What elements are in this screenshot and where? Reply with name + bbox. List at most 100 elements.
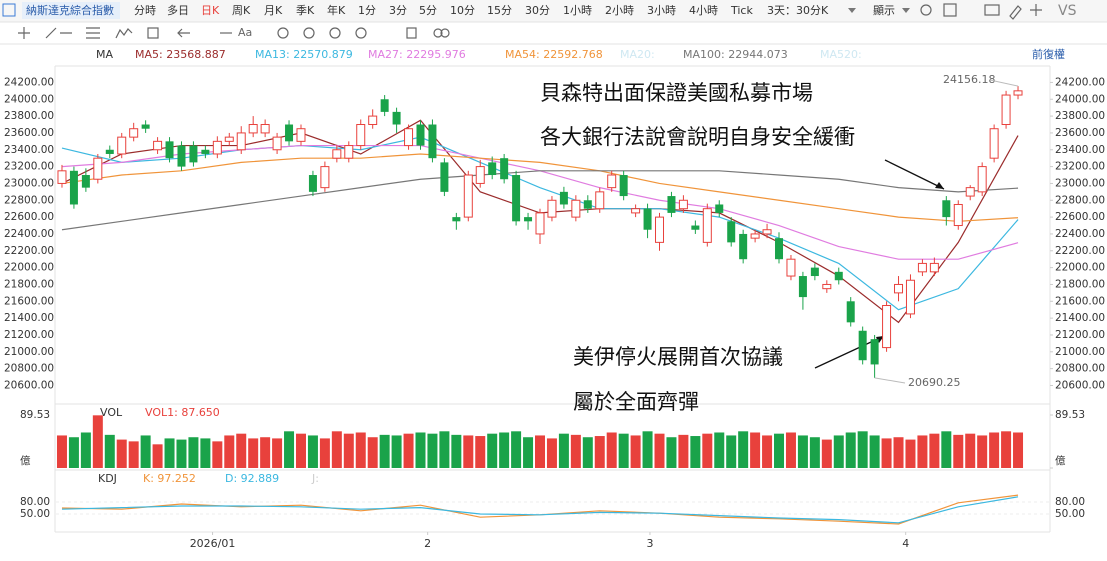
tool-wave[interactable] [115,28,133,39]
y-tick-label: 80.00 [1055,496,1085,508]
symbol-icon[interactable] [2,3,16,17]
candle-body [105,149,114,154]
drawing-tools[interactable] [18,3,1042,39]
candle-body [989,128,999,159]
y-tick-label: 23000.00 [1055,177,1105,189]
tool-link[interactable] [433,28,443,38]
interval-tab[interactable]: 多日 [167,3,189,17]
candle-body [691,225,700,230]
interval-tab[interactable]: 30分 [525,4,550,17]
interval-tab[interactable]: 1小時 [563,4,592,17]
tool-lock[interactable] [303,27,315,39]
volume-bar [224,435,235,468]
interval-tab[interactable]: 4小時 [689,4,718,17]
text-tool[interactable]: Aa [238,26,252,39]
interval-tab[interactable]: 年K [327,3,346,17]
candle-body [165,141,174,159]
tool-circle[interactable] [277,27,289,39]
candle-body [905,279,915,315]
interval-tab[interactable]: 3天：30分K [767,4,829,17]
display-menu[interactable]: 顯示 [873,4,895,17]
toolbar [0,0,1107,22]
candle-body [141,124,150,129]
volume-bar [80,432,91,468]
volume-bar [272,438,283,468]
adjust-mode[interactable]: 前復權 [1032,47,1065,61]
volume-bar [869,435,880,468]
y-tick-label: 22200.00 [4,245,54,257]
interval-tab[interactable]: 3小時 [647,4,676,17]
volume-bar [367,437,378,468]
volume-bar [319,438,330,468]
interval-tab[interactable]: 10分 [450,4,475,17]
candle-body [320,166,330,189]
y-tick-label: 24000.00 [4,93,54,105]
candle-body [798,276,807,298]
ma-line [61,170,1019,231]
volume-bar [487,433,498,468]
volume-bar [104,434,115,468]
tool-hide[interactable] [355,27,367,39]
volume-name: VOL [100,406,123,419]
volume-bar [881,438,892,468]
candle-body [524,217,533,222]
interval-tab[interactable]: Tick [730,4,753,17]
y-tick-label: 21400.00 [1055,312,1105,324]
tool-channel[interactable] [86,27,100,39]
candle-body [929,262,939,273]
interval-tab[interactable]: 季K [296,4,315,17]
interval-tab[interactable]: 15分 [487,4,512,17]
interval-tab[interactable]: 5分 [419,4,437,17]
interval-tab[interactable]: 周K [232,4,251,17]
volume-bar [750,432,761,468]
tool-line[interactable] [45,27,72,39]
volume-bar [511,431,522,468]
volume-bar [499,432,510,468]
y-tick-label: 21400.00 [4,312,54,324]
y-tick-label: 22800.00 [1055,194,1105,206]
symbol[interactable]: 納斯達克綜合指數 [26,3,114,17]
kdj-line [61,496,1019,524]
camera-icon[interactable] [984,4,1000,16]
volume-bar [307,435,318,468]
tool-link[interactable] [440,28,450,38]
annotation: 美伊停火展開首次協議 [573,345,783,369]
tool-move[interactable] [18,27,30,39]
interval-tab[interactable]: 3分 [389,4,407,17]
volume-bar [929,433,940,468]
symbol-chip[interactable] [22,2,120,19]
tool-delete[interactable] [406,27,417,39]
y-tick-label: 21800.00 [4,278,54,290]
interval-tab[interactable]: 日K [201,4,220,17]
legend-entry: MA27: 22295.976 [368,48,466,61]
tool-eye[interactable] [329,27,341,39]
candle-body [643,208,652,230]
candle-body [332,149,342,159]
settings-icon[interactable] [920,4,932,16]
tool-arrow[interactable] [177,28,190,38]
expand-icon[interactable] [1030,4,1042,16]
candle-body [296,128,306,142]
y-tick-label: 23800.00 [4,110,54,122]
interval-tab[interactable]: 1分 [358,4,376,17]
candle-body [571,199,581,218]
volume-bar [391,435,402,468]
volume-bar [774,433,785,468]
interval-tab[interactable]: 2小時 [605,4,634,17]
candle-body [678,199,688,210]
compare[interactable]: VS [1058,3,1077,19]
candle-body [619,175,628,197]
layout-icon[interactable] [943,3,957,17]
volume-bar [284,431,295,468]
pen-icon[interactable] [1009,5,1022,20]
volume-bar [152,444,163,468]
y-tick-label: 89.53 [1055,409,1085,421]
interval-tab[interactable]: 月K [264,4,283,17]
y-tick-label: 50.00 [20,508,50,520]
interval-tab[interactable]: 分時 [134,4,156,17]
candle-body [93,157,103,180]
tool-rect[interactable] [147,27,159,39]
candle-body [57,170,67,184]
candle-body [631,208,641,214]
candle-body [965,187,975,197]
